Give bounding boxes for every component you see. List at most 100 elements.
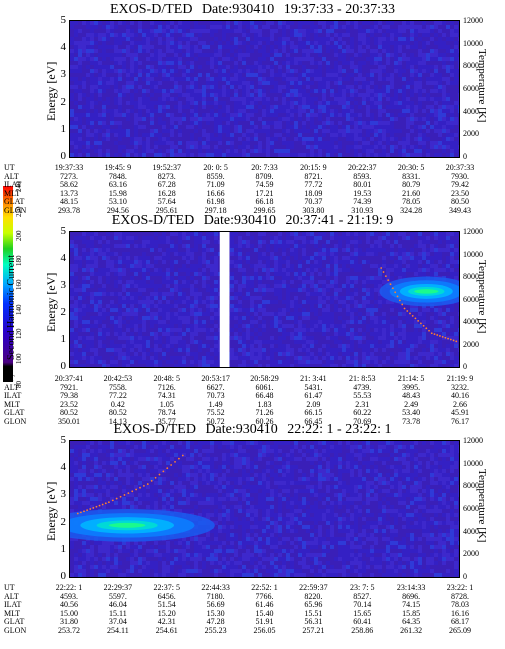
spectrogram-cell bbox=[162, 328, 166, 332]
spectrogram-cell bbox=[230, 45, 234, 49]
spectrogram-cell bbox=[138, 125, 142, 129]
spectrogram-cell bbox=[158, 308, 162, 312]
spectrogram-cell bbox=[302, 105, 306, 109]
spectrogram-cell bbox=[142, 73, 146, 77]
spectrogram-cell bbox=[78, 312, 82, 316]
spectrogram-cell bbox=[410, 69, 414, 73]
spectrogram-cell bbox=[298, 121, 302, 125]
spectrogram-cell bbox=[350, 117, 354, 121]
spectrogram-cell bbox=[138, 272, 142, 276]
spectrogram-cell bbox=[178, 308, 182, 312]
spectrogram-cell bbox=[130, 33, 134, 37]
spectrogram-cell bbox=[294, 105, 298, 109]
spectrogram-cell bbox=[170, 109, 174, 113]
spectrogram-cell bbox=[114, 89, 118, 93]
spectrogram-cell bbox=[314, 141, 318, 145]
spectrogram-cell bbox=[290, 101, 294, 105]
spectrogram-cell bbox=[98, 232, 102, 236]
spectrogram-cell bbox=[306, 57, 310, 61]
spectrogram-cell bbox=[170, 300, 174, 304]
spectrogram-cell bbox=[110, 288, 114, 292]
spectrogram-cell bbox=[90, 280, 94, 284]
spectrogram-cell bbox=[354, 33, 358, 37]
spectrogram-cell bbox=[78, 268, 82, 272]
spectrogram-cell bbox=[246, 348, 250, 352]
spectrogram-cell bbox=[230, 85, 234, 89]
spectrogram-cell bbox=[318, 113, 322, 117]
spectrogram-cell bbox=[458, 125, 459, 129]
spectrogram-cell bbox=[346, 117, 350, 121]
spectrogram-cell bbox=[326, 113, 330, 117]
orbit-cell: 19:37:33 bbox=[54, 163, 84, 172]
spectrogram-cell bbox=[402, 93, 406, 97]
spectrogram-cell bbox=[446, 105, 450, 109]
spectrogram-cell bbox=[274, 65, 278, 69]
spectrogram-cell bbox=[154, 248, 158, 252]
spectrogram-cell bbox=[190, 153, 194, 157]
spectrogram-cell bbox=[102, 232, 106, 236]
spectrogram-cell bbox=[126, 57, 130, 61]
spectrogram-cell bbox=[346, 137, 350, 141]
spectrogram-cell bbox=[270, 117, 274, 121]
spectrogram-cell bbox=[138, 57, 142, 61]
spectrogram-cell bbox=[270, 29, 274, 33]
orbit-cell: 20:37:33 bbox=[445, 163, 475, 172]
spectrogram-cell bbox=[134, 29, 138, 33]
spectrogram-cell bbox=[250, 264, 254, 268]
spectrogram-cell bbox=[246, 69, 250, 73]
spectrogram-cell bbox=[158, 240, 162, 244]
spectrogram-cell bbox=[414, 33, 418, 37]
spectrogram-cell bbox=[110, 45, 114, 49]
spectrogram-cell bbox=[354, 57, 358, 61]
spectrogram-cell bbox=[326, 21, 330, 25]
spectrogram-cell bbox=[242, 81, 246, 85]
spectrogram-cell bbox=[134, 109, 138, 113]
spectrogram-cell bbox=[138, 232, 142, 236]
spectrogram-cell bbox=[230, 97, 234, 101]
spectrogram-cell bbox=[358, 33, 362, 37]
spectrogram-cell bbox=[206, 129, 210, 133]
spectrogram-cell bbox=[106, 33, 110, 37]
spectrogram-cell bbox=[458, 101, 459, 105]
spectrogram-cell bbox=[346, 113, 350, 117]
spectrogram-cell bbox=[446, 85, 450, 89]
spectrogram-cell bbox=[130, 53, 134, 57]
spectrogram-cell bbox=[98, 268, 102, 272]
spectrogram-cell bbox=[426, 45, 430, 49]
spectrogram-cell bbox=[154, 336, 158, 340]
spectrogram-cell bbox=[430, 57, 434, 61]
spectrogram-cell bbox=[190, 21, 194, 25]
spectrogram-cell bbox=[402, 145, 406, 149]
spectrogram-cell bbox=[294, 49, 298, 53]
spectrogram-cell bbox=[434, 45, 438, 49]
spectrogram-cell bbox=[226, 89, 230, 93]
spectrogram-cell bbox=[186, 29, 190, 33]
spectrogram-cell bbox=[254, 45, 258, 49]
spectrogram-cell bbox=[130, 37, 134, 41]
spectrogram-cell bbox=[334, 33, 338, 37]
spectrogram-cell bbox=[262, 61, 266, 65]
spectrogram-cell bbox=[206, 352, 210, 356]
spectrogram-cell bbox=[106, 244, 110, 248]
spectrogram-cell bbox=[150, 256, 154, 260]
spectrogram-cell bbox=[198, 320, 202, 324]
spectrogram-cell bbox=[262, 105, 266, 109]
spectrogram-cell bbox=[246, 320, 250, 324]
spectrogram-cell bbox=[170, 101, 174, 105]
spectrogram-cell bbox=[186, 141, 190, 145]
spectrogram-cell bbox=[458, 25, 459, 29]
spectrogram-cell bbox=[162, 288, 166, 292]
spectrogram-cell bbox=[182, 29, 186, 33]
spectrogram-cell bbox=[438, 133, 442, 137]
spectrogram-cell bbox=[222, 69, 226, 73]
spectrogram-cell bbox=[146, 244, 150, 248]
spectrogram-cell bbox=[110, 61, 114, 65]
spectrogram-cell bbox=[114, 256, 118, 260]
spectrogram-cell bbox=[190, 268, 194, 272]
spectrogram-cell bbox=[114, 109, 118, 113]
spectrogram-cell bbox=[126, 133, 130, 137]
spectrogram-cell bbox=[422, 57, 426, 61]
spectrogram-cell bbox=[194, 77, 198, 81]
spectrogram-cell bbox=[82, 264, 86, 268]
spectrogram-cell bbox=[134, 81, 138, 85]
